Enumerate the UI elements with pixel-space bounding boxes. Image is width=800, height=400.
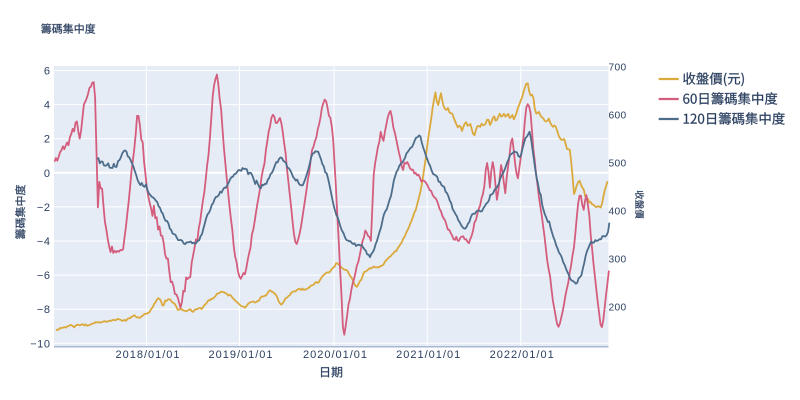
svg-text:−6: −6 <box>37 270 51 282</box>
svg-text:4: 4 <box>44 100 51 112</box>
svg-text:2022/01/01: 2022/01/01 <box>490 349 555 361</box>
svg-text:−4: −4 <box>37 236 51 248</box>
svg-text:−10: −10 <box>30 338 50 350</box>
svg-text:500: 500 <box>609 159 627 170</box>
svg-text:600: 600 <box>609 111 627 122</box>
svg-text:0: 0 <box>44 168 51 180</box>
svg-text:700: 700 <box>609 63 627 74</box>
svg-text:300: 300 <box>609 255 627 266</box>
svg-text:2019/01/01: 2019/01/01 <box>208 349 273 361</box>
svg-text:−8: −8 <box>37 304 51 316</box>
svg-text:400: 400 <box>609 207 627 218</box>
svg-text:6: 6 <box>44 66 51 78</box>
svg-text:200: 200 <box>609 303 627 314</box>
svg-text:2021/01/01: 2021/01/01 <box>396 349 461 361</box>
svg-text:−2: −2 <box>37 202 51 214</box>
svg-text:2020/01/01: 2020/01/01 <box>303 349 368 361</box>
svg-text:2018/01/01: 2018/01/01 <box>115 349 180 361</box>
svg-text:2: 2 <box>44 134 51 146</box>
